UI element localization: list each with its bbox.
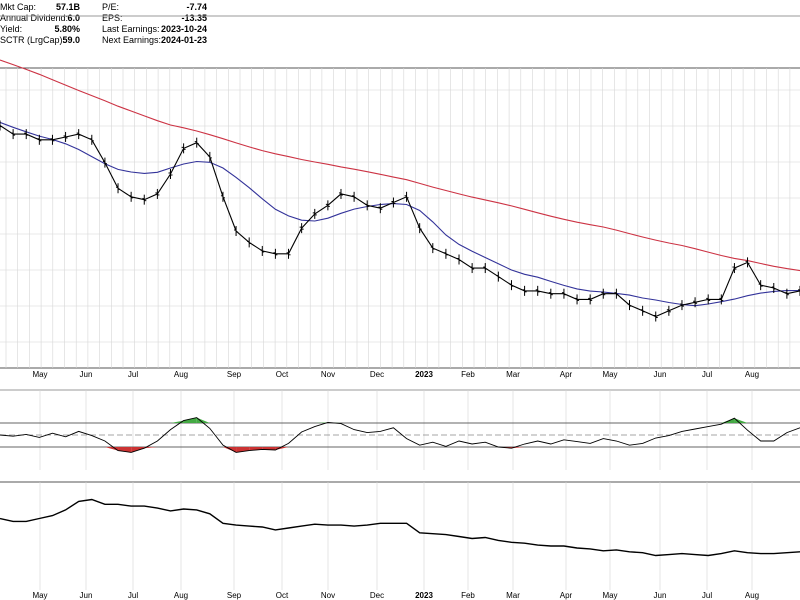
osc-overbought-fill — [196, 417, 210, 423]
x-tick-label: Aug — [745, 591, 759, 600]
stats-header: Mkt Cap: 57.1B Annual Dividend: 6.0 Yiel… — [0, 0, 800, 68]
stat-value: 2024-01-23 — [160, 35, 207, 45]
x-tick-label: Jul — [128, 591, 138, 600]
x-tick-label: Dec — [370, 591, 384, 600]
stat-value: 57.1B — [55, 2, 80, 12]
stat-pe: P/E: -7.74 — [102, 2, 207, 13]
stat-label: Annual Dividend: — [0, 13, 69, 23]
x-tick-label: Jun — [80, 370, 93, 379]
osc-line — [0, 417, 800, 453]
stat-value: 5.80% — [54, 24, 80, 34]
stat-value: 6.0 — [67, 13, 80, 23]
stat-label: EPS: — [102, 13, 123, 23]
x-tick-label: May — [32, 370, 47, 379]
x-tick-label: Mar — [506, 370, 520, 379]
osc-oversold-fill — [249, 447, 263, 451]
osc-oversold-fill — [275, 447, 289, 450]
stat-next-earnings: Next Earnings: 2024-01-23 — [102, 35, 207, 46]
stat-label: Last Earnings: — [102, 24, 160, 34]
x-tick-label: Jul — [702, 370, 712, 379]
stat-value: -7.74 — [186, 2, 207, 12]
x-tick-label: Nov — [321, 370, 335, 379]
x-tick-label: Aug — [174, 591, 188, 600]
x-tick-label: Jun — [80, 591, 93, 600]
x-tick-label: Aug — [174, 370, 188, 379]
stat-label: Mkt Cap: — [0, 2, 37, 12]
x-tick-label: Mar — [506, 591, 520, 600]
x-tick-label: Nov — [321, 591, 335, 600]
stat-value: 59.0 — [62, 35, 80, 45]
x-tick-label: Jul — [128, 370, 138, 379]
x-tick-label: Feb — [461, 370, 475, 379]
stat-last-earnings: Last Earnings: 2023-10-24 — [102, 24, 207, 35]
stat-sctr: SCTR (LrgCap): 59.0 — [0, 35, 80, 46]
x-tick-label: Dec — [370, 370, 384, 379]
x-tick-label: Apr — [560, 591, 573, 600]
x-tick-label: 2023 — [415, 370, 433, 379]
x-tick-label: Jun — [654, 591, 667, 600]
x-tick-label: Sep — [227, 591, 242, 600]
osc-oversold-fill — [144, 447, 158, 449]
grid-group — [0, 68, 800, 590]
x-tick-label: 2023 — [415, 591, 433, 600]
stat-value: -13.35 — [181, 13, 207, 23]
price-line — [0, 125, 800, 318]
stat-label: SCTR (LrgCap): — [0, 35, 66, 45]
price-bars — [0, 120, 800, 322]
stat-annual-dividend: Annual Dividend: 6.0 — [0, 13, 80, 24]
osc-overbought-fill — [314, 422, 328, 423]
stat-label: Yield: — [0, 24, 23, 34]
relative-strength-line — [0, 498, 800, 557]
x-tick-label: Oct — [276, 370, 289, 379]
x-tick-label: Sep — [227, 370, 242, 379]
x-tick-label: Jun — [654, 370, 667, 379]
x-tick-label: Aug — [745, 370, 759, 379]
x-tick-label: Feb — [461, 591, 475, 600]
stat-mkt-cap: Mkt Cap: 57.1B — [0, 2, 80, 13]
x-tick-label: Jul — [702, 591, 712, 600]
x-tick-label: May — [602, 370, 617, 379]
stat-label: Next Earnings: — [102, 35, 162, 45]
stat-eps: EPS: -13.35 — [102, 13, 207, 24]
stat-yield: Yield: 5.80% — [0, 24, 80, 35]
osc-overbought-fill — [183, 417, 197, 423]
x-tick-label: May — [602, 591, 617, 600]
x-tick-label: Apr — [560, 370, 573, 379]
x-tick-label: May — [32, 591, 47, 600]
stat-label: P/E: — [102, 2, 120, 12]
ma-long-line — [0, 59, 800, 272]
stat-value: 2023-10-24 — [160, 24, 207, 34]
ma-short-line — [0, 121, 800, 307]
x-tick-label: Oct — [276, 591, 289, 600]
